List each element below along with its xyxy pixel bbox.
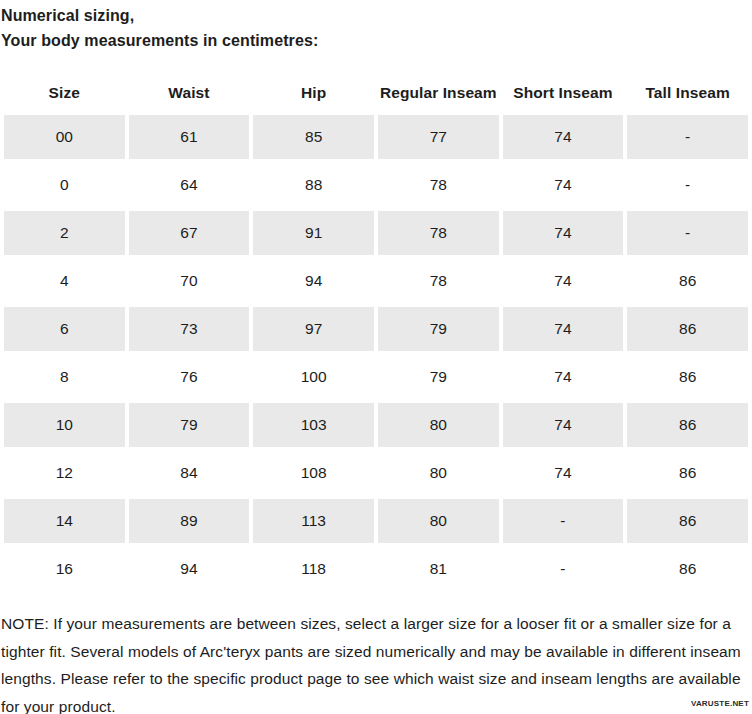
column-header-hip: Hip — [253, 74, 374, 111]
table-cell: 100 — [253, 355, 374, 399]
table-cell: 73 — [129, 307, 250, 351]
table-cell: 4 — [4, 259, 125, 303]
table-cell: 67 — [129, 211, 250, 255]
table-cell: 97 — [253, 307, 374, 351]
table-row-size-6: 6 73 97 79 74 86 — [4, 307, 748, 351]
column-header-tall-inseam: Tall Inseam — [627, 74, 748, 111]
table-cell: 61 — [129, 115, 250, 159]
varuste-net-watermark: VARUSTE.NET — [691, 699, 749, 708]
table-cell: 86 — [627, 547, 748, 591]
table-cell: 103 — [253, 403, 374, 447]
size-chart-header: Size Waist Hip Regular Inseam Short Inse… — [4, 74, 748, 111]
header-row: Size Waist Hip Regular Inseam Short Inse… — [4, 74, 748, 111]
table-cell: 74 — [503, 211, 624, 255]
table-cell: 0 — [4, 163, 125, 207]
table-cell: 6 — [4, 307, 125, 351]
table-cell: 86 — [627, 403, 748, 447]
table-cell: - — [503, 499, 624, 543]
table-cell: 81 — [378, 547, 499, 591]
table-cell: 00 — [4, 115, 125, 159]
table-cell: 80 — [378, 499, 499, 543]
table-cell: 86 — [627, 307, 748, 351]
table-cell: - — [627, 163, 748, 207]
table-cell: 80 — [378, 403, 499, 447]
table-row-size-0: 0 64 88 78 74 - — [4, 163, 748, 207]
table-cell: 74 — [503, 259, 624, 303]
table-cell: 74 — [503, 403, 624, 447]
size-chart-body: 00 61 85 77 74 - 0 64 88 78 74 - 2 67 91… — [4, 115, 748, 591]
column-header-short-inseam: Short Inseam — [503, 74, 624, 111]
table-cell: 113 — [253, 499, 374, 543]
table-cell: 80 — [378, 451, 499, 495]
page-heading: Numerical sizing, Your body measurements… — [0, 0, 752, 53]
table-cell: 78 — [378, 163, 499, 207]
table-cell: 94 — [129, 547, 250, 591]
table-cell: 108 — [253, 451, 374, 495]
table-cell: 86 — [627, 451, 748, 495]
table-cell: 118 — [253, 547, 374, 591]
table-cell: - — [627, 115, 748, 159]
table-cell: - — [503, 547, 624, 591]
table-row-size-00: 00 61 85 77 74 - — [4, 115, 748, 159]
table-cell: 74 — [503, 355, 624, 399]
table-cell: 8 — [4, 355, 125, 399]
table-cell: 74 — [503, 115, 624, 159]
table-cell: 86 — [627, 259, 748, 303]
table-cell: 84 — [129, 451, 250, 495]
table-cell: 88 — [253, 163, 374, 207]
heading-line-1: Numerical sizing, — [1, 3, 752, 28]
table-cell: 2 — [4, 211, 125, 255]
table-cell: 64 — [129, 163, 250, 207]
table-cell: 85 — [253, 115, 374, 159]
table-cell: 74 — [503, 451, 624, 495]
table-cell: 79 — [378, 355, 499, 399]
column-header-waist: Waist — [129, 74, 250, 111]
table-cell: 14 — [4, 499, 125, 543]
table-cell: 78 — [378, 211, 499, 255]
table-cell: 16 — [4, 547, 125, 591]
column-header-size: Size — [4, 74, 125, 111]
table-cell: - — [627, 211, 748, 255]
table-cell: 74 — [503, 163, 624, 207]
table-cell: 94 — [253, 259, 374, 303]
heading-line-2: Your body measurements in centimetres: — [1, 28, 752, 53]
table-cell: 91 — [253, 211, 374, 255]
table-cell: 79 — [378, 307, 499, 351]
table-cell: 86 — [627, 499, 748, 543]
table-cell: 74 — [503, 307, 624, 351]
table-cell: 77 — [378, 115, 499, 159]
table-cell: 76 — [129, 355, 250, 399]
table-row-size-16: 16 94 118 81 - 86 — [4, 547, 748, 591]
size-chart-table: Size Waist Hip Regular Inseam Short Inse… — [0, 70, 752, 595]
table-cell: 79 — [129, 403, 250, 447]
table-row-size-12: 12 84 108 80 74 86 — [4, 451, 748, 495]
table-cell: 89 — [129, 499, 250, 543]
table-cell: 86 — [627, 355, 748, 399]
column-header-regular-inseam: Regular Inseam — [378, 74, 499, 111]
table-row-size-14: 14 89 113 80 - 86 — [4, 499, 748, 543]
table-cell: 70 — [129, 259, 250, 303]
table-cell: 78 — [378, 259, 499, 303]
table-cell: 12 — [4, 451, 125, 495]
table-row-size-4: 4 70 94 78 74 86 — [4, 259, 748, 303]
table-cell: 10 — [4, 403, 125, 447]
table-row-size-8: 8 76 100 79 74 86 — [4, 355, 748, 399]
table-row-size-10: 10 79 103 80 74 86 — [4, 403, 748, 447]
note-paragraph: NOTE: If your measurements are between s… — [0, 610, 751, 714]
table-row-size-2: 2 67 91 78 74 - — [4, 211, 748, 255]
